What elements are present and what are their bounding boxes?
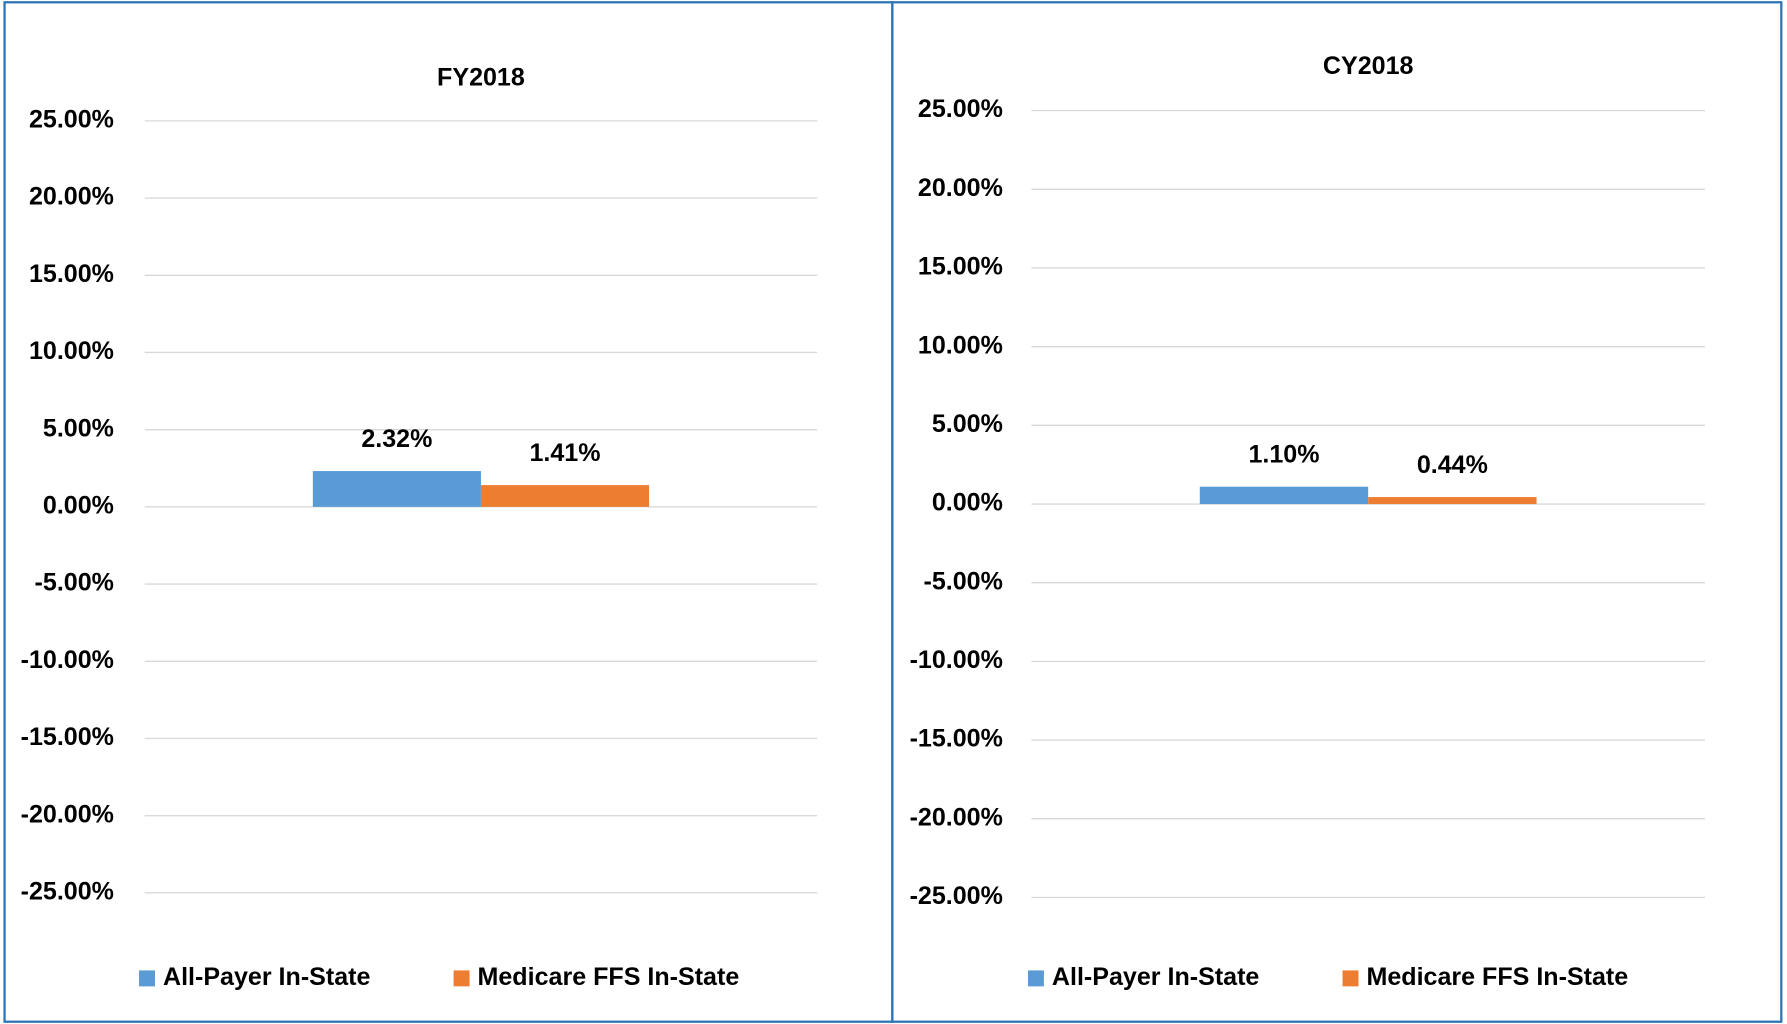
- panel: [3, 1, 894, 1023]
- y-tick-label: -10.00%: [21, 646, 114, 674]
- bar: [1368, 497, 1537, 505]
- y-tick-label: 10.00%: [29, 337, 114, 365]
- chart-title: CY2018: [1323, 52, 1414, 80]
- y-tick-label: 20.00%: [29, 183, 114, 211]
- y-tick-label: 0.00%: [43, 491, 114, 519]
- bar: [1199, 486, 1369, 505]
- bar: [480, 485, 650, 507]
- legend-label: Medicare FFS In-State: [1366, 963, 1628, 991]
- y-tick-label: -15.00%: [21, 723, 114, 751]
- legend-label: Medicare FFS In-State: [478, 963, 740, 991]
- y-tick-label: -20.00%: [21, 800, 114, 828]
- y-tick-label: -25.00%: [21, 877, 114, 905]
- legend-label: All-Payer In-State: [1052, 963, 1260, 991]
- y-tick-label: 25.00%: [918, 95, 1003, 123]
- legend-swatch: [1027, 970, 1044, 987]
- y-tick-label: -15.00%: [910, 725, 1003, 753]
- y-tick-label: 15.00%: [29, 260, 114, 288]
- legend-swatch: [139, 970, 155, 987]
- bar: [312, 471, 481, 507]
- y-tick-label: -5.00%: [924, 567, 1003, 595]
- legend-label: All-Payer In-State: [163, 963, 371, 991]
- y-tick-label: 0.00%: [932, 489, 1003, 517]
- y-tick-label: -25.00%: [910, 882, 1003, 910]
- y-tick-label: 20.00%: [918, 174, 1003, 202]
- data-label: 2.32%: [361, 425, 432, 453]
- y-tick-label: 5.00%: [43, 414, 114, 442]
- y-tick-label: 25.00%: [29, 105, 114, 133]
- data-label: 0.44%: [1417, 451, 1488, 479]
- y-tick-label: 15.00%: [918, 253, 1003, 281]
- y-tick-label: -20.00%: [910, 803, 1003, 831]
- legend-swatch: [1342, 970, 1359, 987]
- panel: [891, 1, 1783, 1023]
- y-tick-label: 10.00%: [918, 331, 1003, 359]
- y-tick-label: -5.00%: [35, 569, 114, 597]
- chart-title: FY2018: [437, 63, 525, 91]
- y-tick-label: -10.00%: [910, 646, 1003, 674]
- data-label: 1.10%: [1248, 441, 1319, 469]
- y-tick-label: 5.00%: [932, 410, 1003, 438]
- legend-swatch: [453, 970, 470, 987]
- data-label: 1.41%: [529, 439, 600, 467]
